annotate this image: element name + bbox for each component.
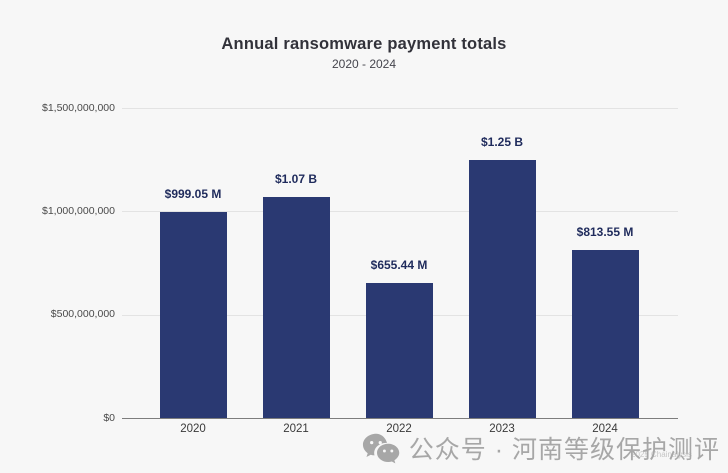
x-axis-tick-label: 2023 [489, 423, 515, 435]
x-axis-tick-label: 2022 [386, 423, 412, 435]
y-axis-tick-label: $0 [103, 411, 115, 424]
bar-2020 [159, 211, 227, 418]
y-axis-tick-label: $1,000,000,000 [42, 204, 115, 217]
bar-value-label: $1.25 B [480, 134, 524, 149]
x-axis-line [122, 418, 678, 419]
bar-value-label: $813.55 M [576, 224, 634, 239]
bar-value-label: $655.44 M [370, 257, 428, 272]
watermark: 公众号 · 河南等级保护测评 [362, 428, 720, 468]
bar-2021 [262, 196, 330, 418]
gridline [122, 211, 678, 213]
credit-text: 2025 Chainalysis [631, 450, 692, 459]
x-axis-tick-label: 2024 [592, 423, 618, 435]
watermark-text: 公众号 · 河南等级保护测评 [408, 436, 720, 464]
bar-2023 [468, 159, 536, 418]
bar-value-label: $1.07 B [274, 171, 318, 186]
y-axis-tick-label: $1,500,000,000 [42, 101, 115, 114]
bar-2022 [365, 282, 433, 418]
chart-subtitle: 2020 - 2024 [331, 57, 397, 71]
x-axis-tick-label: 2021 [283, 423, 309, 435]
chart-title: Annual ransomware payment totals [221, 35, 507, 53]
gridline [122, 108, 678, 109]
bar-2024 [571, 249, 639, 418]
wechat-icon [362, 432, 400, 465]
x-axis-tick-label: 2020 [180, 423, 206, 435]
y-axis-tick-label: $500,000,000 [50, 308, 115, 321]
bar-value-label: $999.05 M [164, 186, 222, 201]
